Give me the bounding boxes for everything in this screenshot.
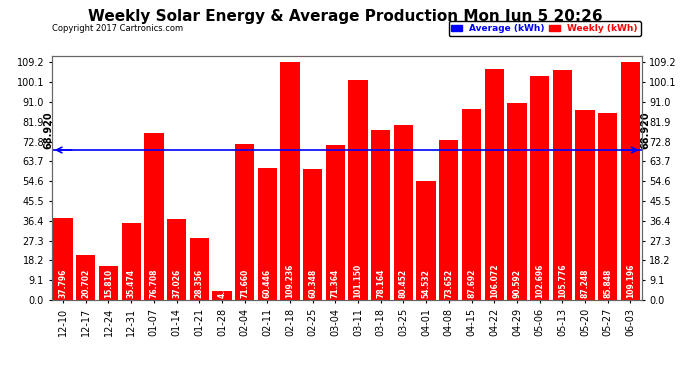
- Text: 76.708: 76.708: [149, 268, 159, 298]
- Bar: [530, 76, 549, 300]
- Text: 28.356: 28.356: [195, 269, 204, 298]
- Bar: [394, 125, 413, 300]
- Text: 54.532: 54.532: [422, 269, 431, 298]
- Text: 68.920: 68.920: [43, 111, 53, 149]
- Legend: Average (kWh), Weekly (kWh): Average (kWh), Weekly (kWh): [448, 21, 640, 36]
- Text: 4.312: 4.312: [217, 274, 226, 298]
- Bar: [598, 113, 618, 300]
- Text: 71.364: 71.364: [331, 268, 340, 298]
- Bar: [575, 110, 595, 300]
- Bar: [53, 218, 72, 300]
- Bar: [326, 145, 345, 300]
- Text: 105.776: 105.776: [558, 263, 566, 298]
- Bar: [257, 168, 277, 300]
- Text: 15.810: 15.810: [104, 269, 113, 298]
- Bar: [76, 255, 95, 300]
- Text: 101.150: 101.150: [353, 264, 362, 298]
- Bar: [462, 109, 481, 300]
- Bar: [303, 169, 322, 300]
- Text: 109.236: 109.236: [286, 264, 295, 298]
- Bar: [553, 70, 572, 300]
- Text: 80.452: 80.452: [399, 269, 408, 298]
- Text: 37.796: 37.796: [59, 268, 68, 298]
- Text: 87.692: 87.692: [467, 268, 476, 298]
- Bar: [121, 223, 141, 300]
- Text: 60.348: 60.348: [308, 268, 317, 298]
- Text: 90.592: 90.592: [513, 269, 522, 298]
- Text: 68.920: 68.920: [640, 111, 650, 149]
- Bar: [144, 133, 164, 300]
- Bar: [99, 266, 118, 300]
- Bar: [190, 238, 209, 300]
- Bar: [484, 69, 504, 300]
- Text: 71.660: 71.660: [240, 268, 249, 298]
- Text: 87.248: 87.248: [580, 268, 589, 298]
- Text: 109.196: 109.196: [626, 264, 635, 298]
- Bar: [621, 62, 640, 300]
- Text: Weekly Solar Energy & Average Production Mon Jun 5 20:26: Weekly Solar Energy & Average Production…: [88, 9, 602, 24]
- Text: 73.652: 73.652: [444, 269, 453, 298]
- Text: 102.696: 102.696: [535, 264, 544, 298]
- Bar: [167, 219, 186, 300]
- Text: 106.072: 106.072: [490, 263, 499, 298]
- Bar: [235, 144, 254, 300]
- Text: 60.446: 60.446: [263, 269, 272, 298]
- Bar: [507, 103, 526, 300]
- Bar: [440, 140, 458, 300]
- Bar: [371, 130, 391, 300]
- Text: Copyright 2017 Cartronics.com: Copyright 2017 Cartronics.com: [52, 24, 183, 33]
- Bar: [280, 62, 299, 300]
- Bar: [213, 291, 232, 300]
- Text: 35.474: 35.474: [127, 269, 136, 298]
- Text: 85.848: 85.848: [603, 268, 612, 298]
- Bar: [417, 182, 436, 300]
- Text: 78.164: 78.164: [376, 268, 385, 298]
- Text: 37.026: 37.026: [172, 268, 181, 298]
- Bar: [348, 80, 368, 300]
- Text: 20.702: 20.702: [81, 268, 90, 298]
